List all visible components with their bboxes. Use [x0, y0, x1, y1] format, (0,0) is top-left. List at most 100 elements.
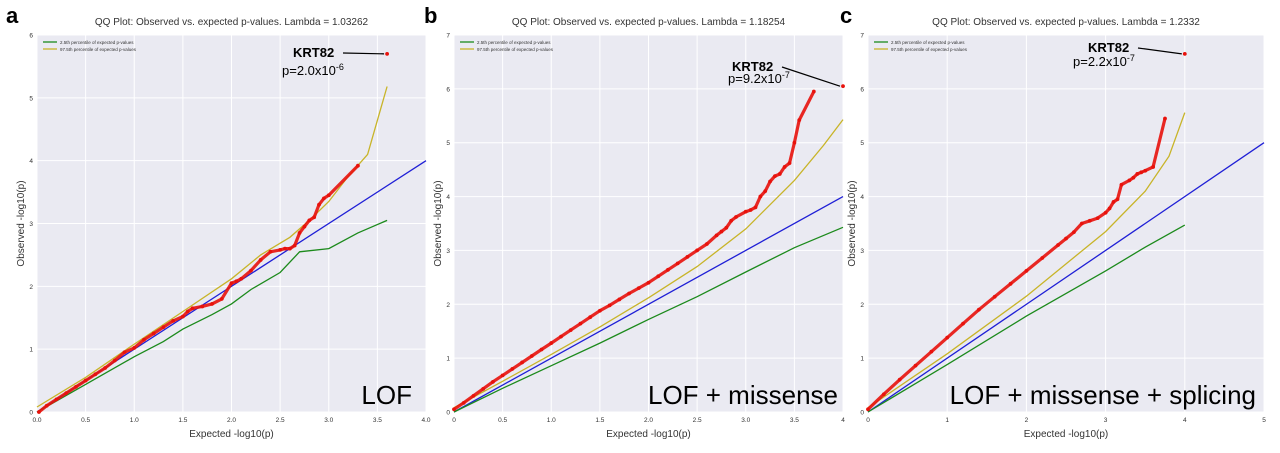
observed-point	[568, 328, 573, 333]
observed-point	[283, 246, 287, 251]
observed-point	[792, 140, 797, 145]
y-tick-label: 7	[446, 33, 450, 40]
x-tick-label: 0.5	[498, 417, 507, 424]
observed-point	[1095, 216, 1100, 221]
observed-point	[249, 268, 253, 273]
legend-entry-lower: 2.5th percentile of expected p-values	[477, 40, 551, 45]
observed-point	[695, 248, 700, 253]
observed-point	[132, 346, 137, 350]
pvalue-mantissa: p=2.2x10	[1073, 54, 1127, 69]
x-tick-label: 0.0	[32, 417, 41, 424]
x-tick-label: 3.0	[741, 417, 750, 424]
y-tick-label: 6	[29, 33, 33, 40]
y-tick-label: 6	[446, 86, 450, 93]
observed-point	[321, 196, 326, 201]
y-tick-label: 1	[446, 356, 450, 363]
pvalue-exponent: -7	[1127, 53, 1135, 63]
observed-point	[180, 314, 185, 319]
x-tick-label: 3.5	[790, 417, 799, 424]
panel-variant-label: LOF + missense	[648, 380, 838, 410]
qq-panel-b: 0 0.5 1.0 1.5 2.0 2.5 3.0 3.5 4 0 1 2 3 4 5 6 7 QQ Plot: …	[424, 3, 845, 440]
observed-point	[704, 242, 709, 246]
observed-point	[385, 51, 389, 56]
legend-entry-upper: 97.5th percentile of expected p-values	[477, 47, 554, 52]
observed-point	[1056, 243, 1060, 247]
pvalue-mantissa: p=9.2x10	[728, 71, 782, 86]
callout-pvalue: p=9.2x10-7	[728, 70, 790, 86]
observed-point	[112, 358, 117, 363]
observed-point	[1131, 175, 1136, 180]
observed-point	[607, 303, 612, 308]
observed-point	[234, 279, 239, 284]
y-tick-label: 3	[860, 248, 864, 255]
observed-point	[74, 384, 78, 389]
panel-variant-label: LOF + missense + splicing	[950, 380, 1256, 410]
x-tick-label: 2.5	[276, 417, 285, 424]
y-tick-label: 4	[29, 158, 33, 165]
observed-point	[190, 306, 195, 311]
callout-gene-label: KRT82	[732, 59, 773, 74]
x-tick-label: 3.5	[373, 417, 382, 424]
x-axis-label: Expected -log10(p)	[606, 429, 691, 440]
observed-point	[1103, 210, 1108, 215]
qq-panel-c: 0 1 2 3 4 5 0 1 2 3 4 5 6 7 QQ Plot: Observed vs. expe…	[840, 3, 1266, 440]
y-tick-label: 6	[860, 86, 864, 93]
x-tick-label: 1.0	[130, 417, 139, 424]
observed-point	[287, 246, 292, 251]
observed-point	[758, 194, 763, 199]
observed-point	[597, 308, 602, 313]
observed-point	[1079, 221, 1084, 226]
y-tick-label: 2	[29, 284, 33, 291]
observed-point	[452, 407, 456, 412]
observed-point	[268, 249, 273, 254]
y-tick-label: 0	[860, 410, 864, 417]
x-tick-label: 3.0	[324, 417, 333, 424]
x-tick-label: 4	[1183, 417, 1187, 424]
x-tick-label: 0	[866, 417, 870, 424]
observed-point	[549, 341, 554, 345]
observed-point	[1040, 256, 1045, 260]
observed-point	[1115, 197, 1120, 202]
observed-point	[797, 118, 802, 122]
observed-point	[976, 307, 981, 312]
observed-point	[161, 325, 166, 330]
y-tick-label: 7	[860, 33, 864, 40]
observed-point	[1111, 200, 1116, 204]
observed-point	[37, 410, 41, 414]
observed-point	[520, 360, 524, 365]
y-tick-label: 0	[29, 410, 33, 417]
observed-point	[714, 233, 719, 238]
x-tick-label: 4.0	[421, 417, 430, 424]
y-tick-label: 5	[29, 95, 33, 102]
observed-point	[1008, 281, 1013, 286]
observed-point	[992, 294, 997, 299]
legend-entry-lower: 2.5th percentile of expected p-values	[891, 40, 965, 45]
observed-point	[782, 165, 787, 169]
x-axis-label: Expected -log10(p)	[189, 429, 274, 440]
observed-point	[142, 337, 146, 342]
x-tick-label: 2.5	[693, 417, 702, 424]
x-tick-label: 1.5	[595, 417, 604, 424]
observed-point	[734, 215, 738, 219]
observed-point	[151, 331, 156, 336]
observed-point	[768, 179, 772, 184]
y-tick-label: 1	[29, 347, 33, 354]
observed-point	[1143, 168, 1148, 173]
observed-point	[529, 354, 534, 358]
x-tick-label: 2.0	[644, 417, 653, 424]
callout-gene-label: KRT82	[1088, 40, 1129, 55]
y-axis-label: Observed -log10(p)	[433, 180, 444, 266]
callout-line	[342, 52, 385, 55]
pvalue-exponent: -7	[782, 70, 790, 80]
observed-point	[1182, 51, 1187, 56]
observed-point	[1119, 182, 1124, 187]
observed-point	[1107, 206, 1112, 211]
y-tick-label: 0	[446, 410, 450, 417]
observed-point	[481, 386, 486, 391]
observed-point	[777, 172, 782, 176]
callout-pvalue: p=2.0x10-6	[282, 62, 344, 78]
observed-point	[185, 309, 190, 314]
y-tick-label: 1	[860, 356, 864, 363]
